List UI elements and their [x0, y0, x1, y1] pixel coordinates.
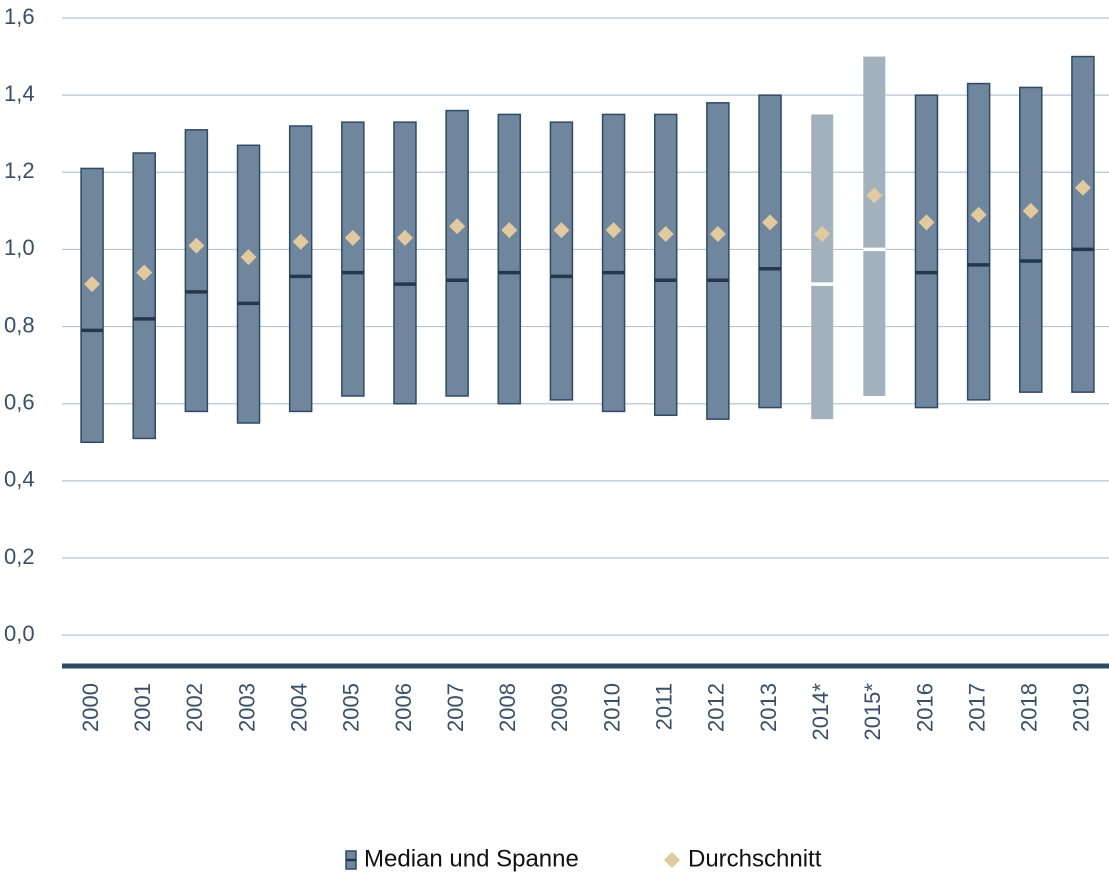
range-bar [393, 121, 417, 405]
legend-swatch [664, 852, 680, 868]
legend-label: Durchschnitt [688, 845, 822, 872]
x-tick-label: 2014* [808, 683, 833, 741]
mean-marker [501, 222, 518, 239]
x-tick-label: 2019 [1069, 683, 1094, 732]
mean-marker [709, 226, 726, 242]
range-bar [914, 94, 939, 409]
x-tick-label: 2000 [78, 683, 103, 732]
range-bar [549, 121, 574, 401]
x-tick-label: 2013 [756, 683, 781, 732]
x-tick-label: 2007 [443, 683, 468, 732]
x-tick-label: 2015* [860, 683, 885, 741]
mean-marker [605, 222, 622, 239]
x-tick-label: 2003 [234, 683, 259, 732]
mean-marker [553, 222, 570, 239]
mean-marker [292, 233, 309, 250]
x-tick-label: 2002 [182, 683, 207, 732]
range-bar [706, 102, 730, 420]
y-tick-label: 1,0 [4, 235, 35, 260]
y-tick-label: 0,8 [4, 312, 35, 337]
x-tick-label: 2017 [964, 683, 989, 732]
range-bar [184, 129, 209, 413]
mean-marker [866, 187, 883, 204]
legend-label: Median und Spanne [364, 845, 579, 872]
y-tick-label: 0,4 [4, 467, 35, 492]
x-tick-label: 2006 [391, 683, 416, 732]
mean-marker [1022, 202, 1039, 219]
range-bar [445, 109, 469, 397]
range-bar [236, 144, 261, 424]
x-tick-label: 2012 [704, 683, 729, 732]
mean-marker [657, 226, 674, 242]
range-bar [758, 94, 782, 409]
x-tick-label: 2008 [495, 683, 520, 732]
y-tick-label: 0,2 [4, 544, 35, 569]
x-tick-label: 2010 [599, 683, 624, 732]
x-tick-label: 2001 [130, 683, 155, 732]
mean-marker [1074, 179, 1091, 196]
mean-marker [84, 276, 101, 293]
mean-marker [762, 214, 779, 231]
x-tick-label: 2016 [912, 683, 937, 732]
mean-marker [814, 226, 831, 242]
mean-marker [970, 206, 987, 223]
mean-marker [344, 229, 361, 246]
x-tick-label: 2011 [652, 683, 677, 730]
range-bar [601, 113, 626, 413]
range-bar [341, 121, 365, 397]
x-tick-label: 2009 [547, 683, 572, 732]
mean-marker [918, 214, 935, 231]
mean-marker [240, 249, 257, 266]
y-tick-label: 1,6 [4, 4, 35, 29]
y-tick-label: 0,6 [4, 390, 35, 415]
x-tick-label: 2005 [339, 683, 364, 732]
range-bar [653, 113, 678, 417]
y-tick-label: 0,0 [4, 621, 35, 646]
range-bar [1019, 86, 1043, 393]
range-bar [497, 113, 522, 405]
x-tick-label: 2004 [286, 683, 311, 732]
range-bar [132, 152, 156, 440]
range-bar [811, 114, 834, 420]
range-bar [1071, 55, 1095, 393]
y-tick-label: 1,4 [4, 81, 35, 106]
range-bar [288, 125, 313, 413]
mean-marker [188, 237, 205, 254]
range-bar [863, 56, 886, 396]
x-tick-label: 2018 [1017, 683, 1042, 732]
range-bar [966, 82, 991, 401]
range-bar [80, 167, 104, 444]
mean-marker [136, 264, 153, 281]
mean-marker [396, 229, 413, 246]
mean-marker [449, 218, 466, 235]
y-tick-label: 1,2 [4, 158, 35, 183]
